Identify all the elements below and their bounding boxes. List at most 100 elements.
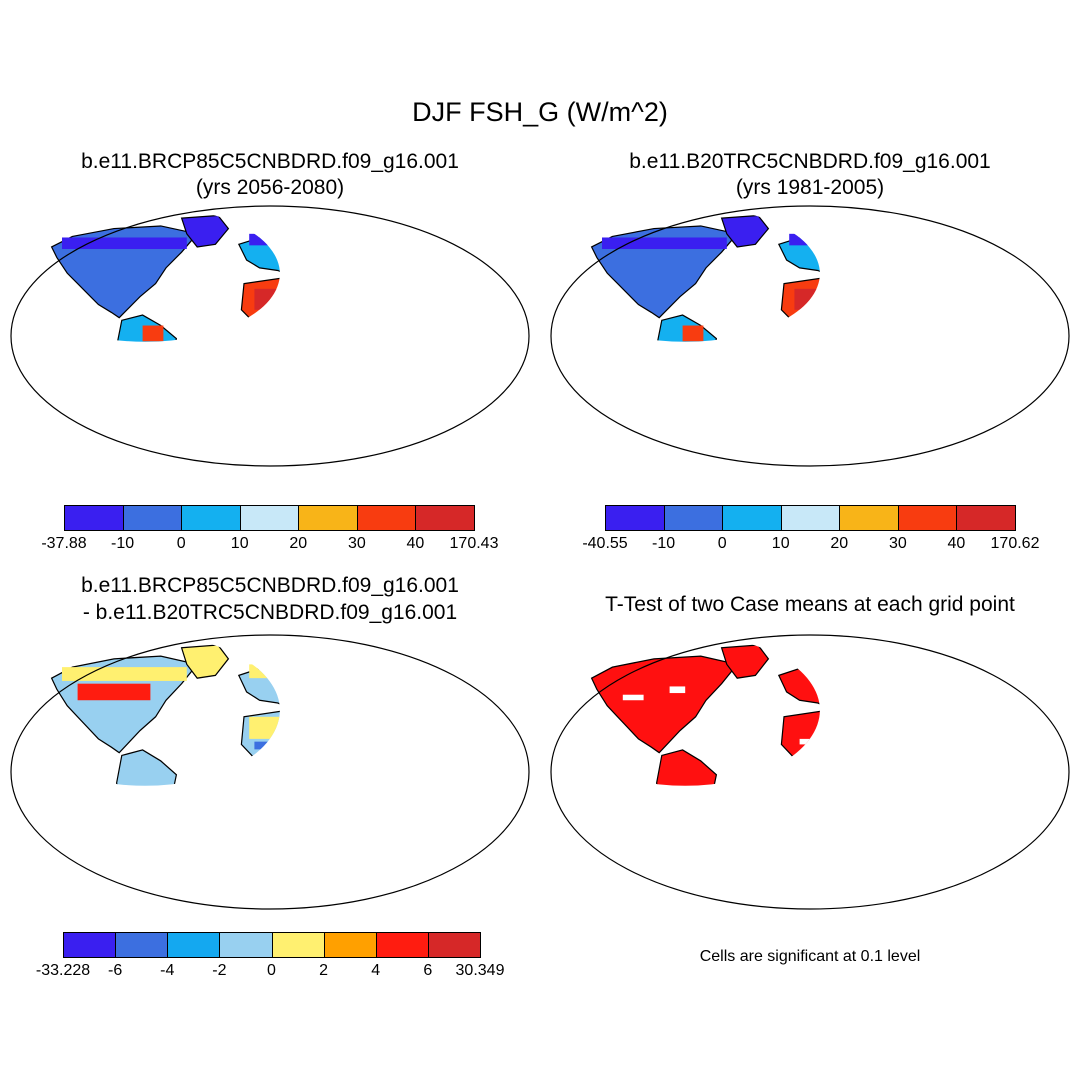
- continent-antarctica: [62, 888, 478, 906]
- figure-title: DJF FSH_G (W/m^2): [412, 97, 668, 127]
- field-patch: [956, 684, 972, 690]
- field-patch: [622, 694, 644, 701]
- colorbar-tick-label: -40.55: [582, 535, 628, 552]
- field-patch: [669, 686, 686, 694]
- map-boundary: [10, 634, 530, 910]
- continent-southAmerica: [655, 749, 718, 786]
- field-patch: [272, 341, 280, 342]
- colorbar-tick-label: 0: [267, 962, 276, 979]
- map-boundary: [550, 634, 1070, 910]
- future-panel-title-line1: b.e11.BRCP85C5CNBDRD.f09_g16.001: [81, 150, 459, 173]
- field-patch: [301, 766, 317, 805]
- continent-antarctica: [602, 446, 1018, 463]
- field-patch: [254, 288, 280, 310]
- colorbar-swatch: [427, 932, 481, 958]
- colorbar-tick-label: 10: [771, 535, 790, 552]
- colorbar-tick-label: -4: [160, 962, 175, 979]
- colorbar-tick-label: 20: [830, 535, 849, 552]
- continent-southAmerica: [115, 749, 178, 786]
- historical-colorbar: -40.55 -10 0 10 20 30 40 170.62: [582, 505, 1039, 560]
- continent-seAsia: [395, 744, 424, 772]
- colorbar-tick-label: 30: [888, 535, 907, 552]
- field-patch: [77, 683, 151, 701]
- colorbar-swatch: [298, 505, 358, 531]
- colorbar-tick-label: 170.62: [990, 535, 1040, 552]
- colorbar-tick-label: 6: [423, 962, 433, 979]
- continent-india: [361, 739, 384, 769]
- colorbar-tick-label: 0: [717, 535, 727, 552]
- continent-antarctica: [602, 888, 1018, 906]
- ttest-map: [550, 634, 1070, 910]
- colorbar-swatch: [375, 932, 429, 958]
- field-patch: [976, 805, 992, 812]
- continent-indonesia: [945, 775, 997, 786]
- colorbar-swatch: [219, 932, 273, 958]
- colorbar-tick-label: 20: [289, 535, 308, 552]
- difference-panel-title-line1: b.e11.BRCP85C5CNBDRD.f09_g16.001: [81, 574, 459, 597]
- colorbar-tick-label: -2: [212, 962, 227, 979]
- continent-arabia: [319, 728, 353, 758]
- continent-australia: [966, 354, 1028, 396]
- colorbar-tick-label: 2: [319, 962, 329, 979]
- colorbar-swatch: [722, 505, 782, 531]
- colorbar-tick-label: -10: [111, 535, 135, 552]
- historical-map: [550, 205, 1070, 467]
- map-boundary: [550, 205, 1070, 467]
- field-patch: [429, 800, 481, 811]
- colorbar-swatch: [63, 932, 117, 958]
- colorbar-tick-label: 0: [176, 535, 186, 552]
- colorbar-tick-label: -33.228: [35, 962, 91, 979]
- colorbar-swatch: [605, 505, 665, 531]
- colorbar-swatch: [956, 505, 1016, 531]
- colorbar-swatch: [356, 505, 417, 531]
- colorbar-swatch: [663, 505, 724, 531]
- field-patch: [831, 673, 847, 680]
- difference-map: [10, 634, 530, 910]
- field-patch: [794, 288, 820, 310]
- colorbar-tick-label: 10: [230, 535, 249, 552]
- field-patch: [142, 325, 164, 342]
- colorbar-tick-label: -6: [108, 962, 123, 979]
- field-patch: [914, 670, 940, 677]
- future-map: [10, 205, 530, 467]
- colorbar-swatch: [415, 505, 475, 531]
- colorbar-tick-label: -10: [652, 535, 676, 552]
- colorbar-swatch: [271, 932, 325, 958]
- difference-panel-title-line2: - b.e11.B20TRC5CNBDRD.f09_g16.001: [82, 601, 458, 624]
- map-boundary: [10, 205, 530, 467]
- field-patch: [602, 237, 727, 250]
- continent-arabia: [319, 294, 353, 323]
- continent-indonesia: [945, 339, 997, 349]
- field-patch: [826, 761, 839, 767]
- colorbar-tick-label: 170.43: [449, 535, 499, 552]
- continent-australia: [426, 791, 488, 835]
- colorbar-swatch: [115, 932, 169, 958]
- continent-seAsia: [395, 310, 424, 336]
- field-patch: [680, 800, 690, 808]
- continent-antarctica: [62, 446, 478, 463]
- continent-india: [901, 739, 924, 769]
- colorbar-tick-label: 30.349: [455, 962, 505, 979]
- continent-seAsia: [935, 310, 964, 336]
- field-patch: [862, 250, 956, 259]
- field-patch: [322, 250, 416, 259]
- colorbar-tick-label: 4: [371, 962, 381, 979]
- significance-note: Cells are significant at 0.1 level: [699, 948, 921, 965]
- continent-australia: [426, 354, 488, 396]
- colorbar-swatch: [839, 505, 899, 531]
- colorbar-swatch: [780, 505, 841, 531]
- field-patch: [799, 738, 820, 745]
- continent-indonesia: [405, 775, 457, 786]
- ttest-panel-title: T-Test of two Case means at each grid po…: [605, 593, 1015, 616]
- future-panel-title-line2: (yrs 2056-2080): [195, 176, 345, 199]
- field-patch: [675, 404, 685, 430]
- colorbar-tick-label: 40: [406, 535, 425, 552]
- historical-panel-title-line2: (yrs 1981-2005): [735, 176, 885, 199]
- colorbar-swatch: [181, 505, 241, 531]
- field-patch: [62, 237, 187, 250]
- colorbar-tick-label: 30: [347, 535, 366, 552]
- historical-panel-title-line1: b.e11.B20TRC5CNBDRD.f09_g16.001: [629, 150, 991, 173]
- continent-indonesia: [405, 339, 457, 349]
- continent-africa: [780, 710, 820, 786]
- colorbar-swatch: [239, 505, 300, 531]
